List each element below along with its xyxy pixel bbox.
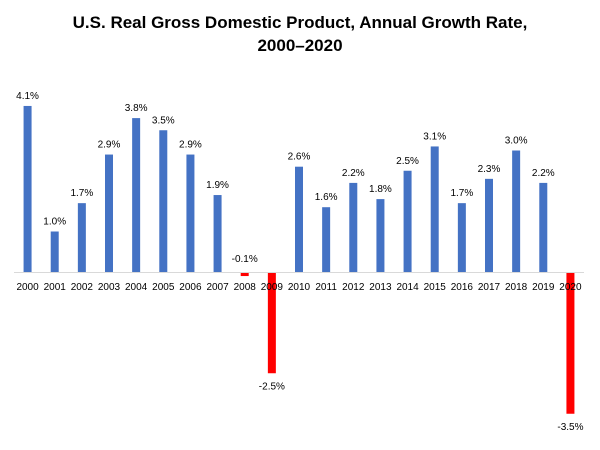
data-label: 1.8% [369,184,392,195]
x-tick-label: 2010 [288,282,311,293]
x-tick-label: 2017 [478,282,501,293]
chart-title-line-1: U.S. Real Gross Domestic Product, Annual… [73,13,528,32]
data-labels: 4.1% 1.0% 1.7% 2.9% 3.8% 3.5% 2.9% 1.9% -0.1% -2.… [16,91,583,433]
bar-2003 [105,154,113,272]
x-tick-label: 2019 [532,282,555,293]
bar-2000 [23,105,32,272]
bar-2019 [539,182,548,272]
x-tick-label: 2009 [261,282,284,293]
bar-2007 [213,195,222,272]
x-tick-label: 2015 [424,282,447,293]
bar-2009 [267,272,276,374]
x-tick-label: 2011 [315,282,337,293]
data-label: 3.5% [152,115,175,126]
data-label: 1.6% [315,192,338,203]
data-label: -3.5% [557,422,583,433]
x-tick-label: 2007 [206,282,229,293]
x-tick-label: 2018 [505,282,528,293]
bar-2011 [322,207,331,272]
bar-2004 [132,118,141,272]
bar-2001 [50,231,59,272]
x-tick-label: 2000 [16,282,39,293]
data-label: 4.1% [16,91,39,102]
data-label: 1.0% [43,217,66,228]
bar-2016 [457,203,466,272]
data-label: 3.1% [423,131,446,142]
bar-2012 [349,182,358,272]
bar-2008 [240,272,249,277]
bar-2015 [430,146,439,272]
data-label: 2.2% [532,168,555,179]
x-axis-tick-labels: 2000 2001 2002 2003 2004 2005 2006 2007 2008 2009… [16,282,582,293]
data-label: 2.9% [179,140,202,151]
x-tick-label: 2002 [71,282,94,293]
bar-2014 [403,170,412,272]
x-tick-label: 2004 [125,282,148,293]
chart-title-line-2: 2000–2020 [257,36,342,55]
data-label: 3.0% [505,136,528,147]
data-label: 2.9% [98,140,121,151]
data-label: -0.1% [232,254,258,265]
bar-2002 [77,203,86,272]
x-tick-label: 2005 [152,282,175,293]
x-tick-label: 2006 [179,282,202,293]
data-label: 2.2% [342,168,365,179]
x-tick-label: 2013 [369,282,392,293]
chart-title: U.S. Real Gross Domestic Product, Annual… [73,13,528,55]
data-label: 2.5% [396,156,419,167]
data-label: -2.5% [259,381,285,392]
bar-2010 [295,166,303,272]
x-tick-label: 2001 [44,282,67,293]
data-label: 1.7% [70,188,93,199]
data-label: 1.9% [206,180,229,191]
x-tick-label: 2020 [559,282,582,293]
data-label: 1.7% [450,188,473,199]
bar-2013 [376,199,385,272]
x-tick-label: 2014 [396,282,419,293]
bar-2017 [485,178,493,272]
x-tick-label: 2012 [342,282,365,293]
x-tick-label: 2008 [234,282,257,293]
bar-2006 [186,154,195,272]
x-tick-label: 2003 [98,282,121,293]
data-label: 2.6% [288,152,311,163]
x-tick-label: 2016 [451,282,474,293]
data-label: 3.8% [125,103,148,114]
bar-2020 [566,272,575,414]
bar-2005 [159,130,168,272]
bar-2018 [512,150,521,272]
bars [23,105,575,414]
data-label: 2.3% [478,164,501,175]
